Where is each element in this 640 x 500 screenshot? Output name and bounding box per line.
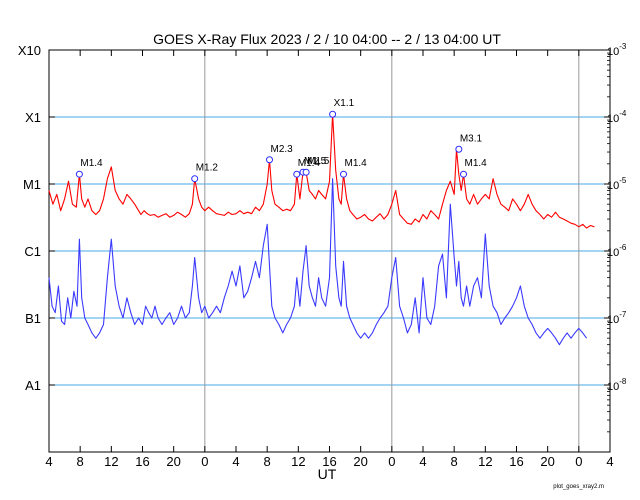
x-tick-label: 16 <box>135 454 149 469</box>
x-tick-label: 8 <box>77 454 84 469</box>
x-tick-label: 12 <box>478 454 492 469</box>
x-tick-label: 20 <box>540 454 554 469</box>
y-right-tick-label: 10-8 <box>607 377 627 393</box>
x-tick-label: 4 <box>45 454 52 469</box>
chart-title: GOES X-Ray Flux 2023 / 2 / 10 04:00 -- 2… <box>153 31 501 47</box>
class-label-x1: X1 <box>25 110 41 125</box>
y-right-tick-label: 10-6 <box>607 243 627 259</box>
x-tick-label: 0 <box>201 454 208 469</box>
flare-label: M1.4 <box>465 158 488 169</box>
y-right-tick-label: 10-4 <box>607 109 627 125</box>
flare-marker <box>302 168 310 176</box>
flare-label: M1.4 <box>345 158 368 169</box>
footnote: plot_goes_xray2.m <box>553 484 604 490</box>
y-right-tick-label: 10-5 <box>607 176 627 192</box>
x-tick-label: 16 <box>509 454 523 469</box>
flare-marker <box>191 175 199 183</box>
x-tick-label: 16 <box>322 454 336 469</box>
class-label-m1: M1 <box>23 177 41 192</box>
series-short-wavelength-line <box>48 178 588 346</box>
flare-marker <box>460 170 468 178</box>
flare-label: M1.4 <box>298 158 321 169</box>
flare-marker <box>75 170 83 178</box>
flare-label: M3.1 <box>460 133 483 144</box>
flare-label: M1.4 <box>80 158 103 169</box>
flare-label: M1.2 <box>196 163 219 174</box>
flare-marker <box>340 170 348 178</box>
flare-marker <box>455 145 463 153</box>
x-tick-label: 8 <box>264 454 271 469</box>
x-tick-label: 4 <box>606 454 613 469</box>
class-label-x10: X10 <box>18 43 41 58</box>
flare-marker <box>329 110 337 118</box>
x-axis-label: UT <box>318 466 337 482</box>
x-tick-label: 4 <box>232 454 239 469</box>
series-long-wavelength-line <box>48 113 595 229</box>
flare-label: M1.5 <box>304 156 327 167</box>
x-tick-label: 0 <box>388 454 395 469</box>
y-right-tick-label: 10-3 <box>607 42 627 58</box>
y-right-tick-label: 10-7 <box>607 310 627 326</box>
x-tick-label: 20 <box>353 454 367 469</box>
x-tick-label: 4 <box>419 454 426 469</box>
x-tick-label: 20 <box>166 454 180 469</box>
class-label-b1: B1 <box>25 311 41 326</box>
x-tick-label: 12 <box>104 454 118 469</box>
class-label-a1: A1 <box>25 378 41 393</box>
flare-label: M1.5 <box>307 156 330 167</box>
class-label-c1: C1 <box>24 244 41 259</box>
flare-label: M2.3 <box>271 144 294 155</box>
flare-label: X1.1 <box>334 98 355 109</box>
flare-marker <box>293 170 301 178</box>
flare-marker <box>266 156 274 164</box>
x-tick-label: 8 <box>451 454 458 469</box>
x-tick-label: 0 <box>575 454 582 469</box>
x-tick-label: 12 <box>291 454 305 469</box>
